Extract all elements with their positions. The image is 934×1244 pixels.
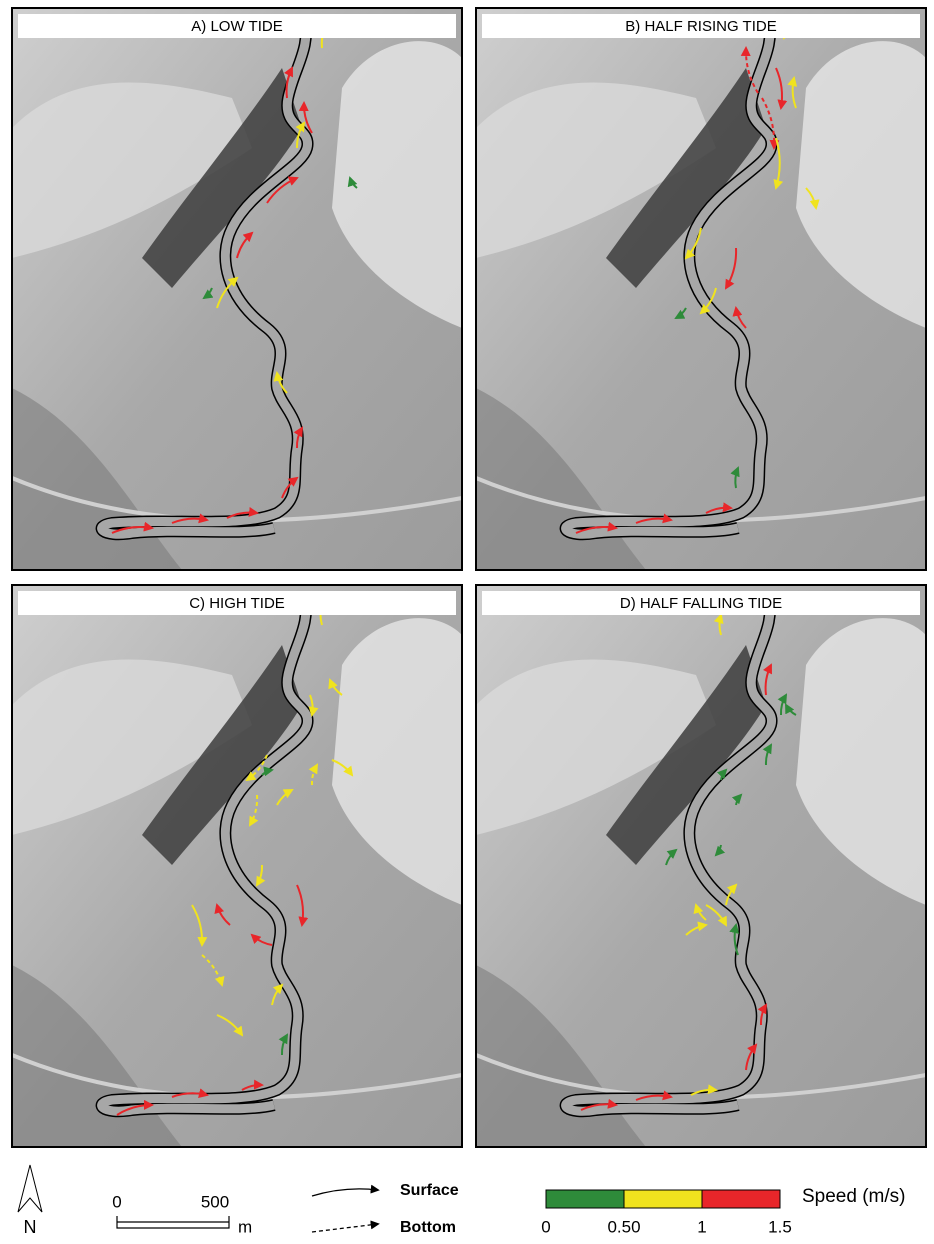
scale-tick: 500 bbox=[201, 1192, 229, 1211]
map-panel: B) HALF RISING TIDE bbox=[476, 8, 926, 570]
panels: A) LOW TIDE B) HALF RISING TIDE C) HIGH TI… bbox=[12, 8, 926, 1147]
scale-tick: 0 bbox=[112, 1192, 121, 1211]
surface-symbol bbox=[312, 1189, 378, 1196]
speed-tick: 1.5 bbox=[768, 1217, 792, 1236]
speed-tick: 1 bbox=[697, 1217, 706, 1236]
surface-label: Surface bbox=[400, 1182, 459, 1199]
map-panel: C) HIGH TIDE bbox=[12, 585, 462, 1147]
page: {"panels": [ {"title": "A) LOW TIDE"}, {… bbox=[0, 0, 934, 1239]
figure: A) LOW TIDE B) HALF RISING TIDE C) HIGH TI… bbox=[0, 0, 934, 1239]
north-arrow bbox=[18, 1165, 42, 1212]
panel-title: C) HIGH TIDE bbox=[189, 595, 285, 612]
scale-bar bbox=[117, 1216, 229, 1228]
north-label: N bbox=[24, 1217, 37, 1237]
speed-title: Speed (m/s) bbox=[802, 1186, 905, 1207]
panel-title: A) LOW TIDE bbox=[191, 18, 282, 35]
speed-tick: 0.50 bbox=[607, 1217, 640, 1236]
speed-segment bbox=[546, 1190, 624, 1208]
panel-title: B) HALF RISING TIDE bbox=[625, 18, 776, 35]
map-panel: A) LOW TIDE bbox=[12, 8, 462, 570]
scale-unit: m bbox=[238, 1217, 252, 1236]
bottom-label: Bottom bbox=[400, 1219, 456, 1236]
map-panel: D) HALF FALLING TIDE bbox=[476, 585, 926, 1147]
speed-segment bbox=[624, 1190, 702, 1208]
speed-segment bbox=[702, 1190, 780, 1208]
legend: N 0 500 m Surface Bottom Speed (m/s) 0 0.… bbox=[18, 1165, 905, 1237]
panel-title: D) HALF FALLING TIDE bbox=[620, 595, 782, 612]
bottom-symbol bbox=[312, 1224, 378, 1232]
speed-tick: 0 bbox=[541, 1217, 550, 1236]
